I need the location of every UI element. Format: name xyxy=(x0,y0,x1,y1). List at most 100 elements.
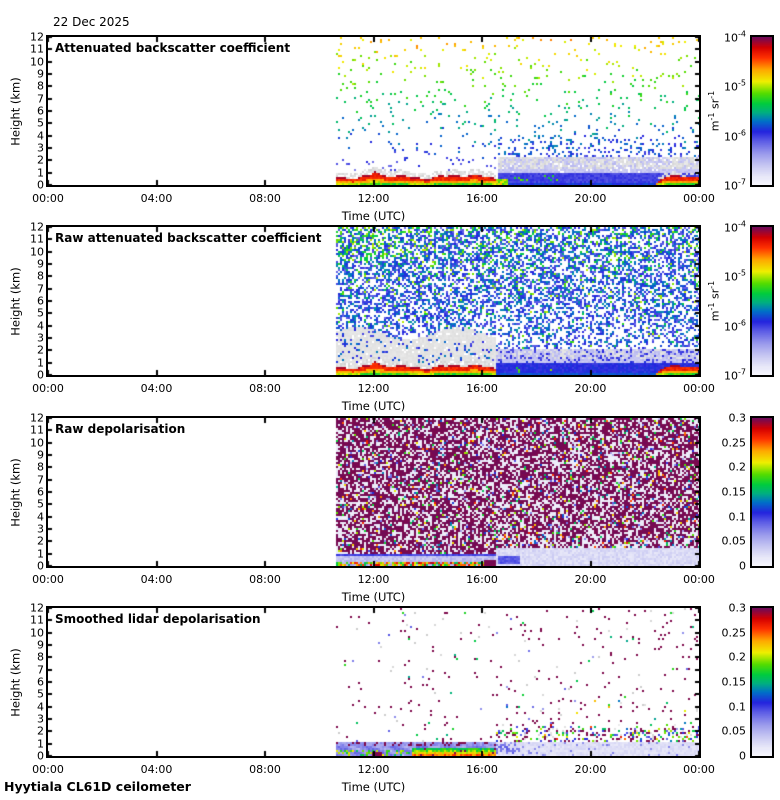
y-tick-label: 5 xyxy=(37,116,44,130)
colorbar xyxy=(750,35,774,187)
colorbar-tick-label: 0.25 xyxy=(721,436,747,450)
x-tick-label: 16:00 xyxy=(466,763,498,776)
y-tick-label: 0 xyxy=(37,368,44,382)
date-label: 22 Dec 2025 xyxy=(53,15,130,29)
y-tick-label: 3 xyxy=(37,712,44,726)
colorbar-tick-label: 10-4 xyxy=(724,29,746,45)
y-tick-label: 12 xyxy=(30,411,44,425)
y-tick-label: 3 xyxy=(37,331,44,345)
heatmap-canvas-attenuated-backscatter xyxy=(48,37,699,185)
colorbar-tick-label: 10-7 xyxy=(724,367,746,383)
y-tick-label: 1 xyxy=(37,737,44,751)
y-tick-label: 2 xyxy=(37,153,44,167)
x-tick-label: 00:00 xyxy=(683,382,715,395)
colorbar-tick-label: 10-5 xyxy=(724,269,746,284)
y-tick-label: 11 xyxy=(30,232,44,246)
x-tick-label: 00:00 xyxy=(32,763,64,776)
y-tick-label: 12 xyxy=(30,30,44,44)
y-tick-label: 1 xyxy=(37,547,44,561)
colorbar-tick-label: 0.2 xyxy=(728,460,747,474)
y-tick-label: 0 xyxy=(37,559,44,573)
y-tick-label: 4 xyxy=(37,129,44,143)
y-tick-label: 2 xyxy=(37,534,44,548)
y-tick-label: 3 xyxy=(37,141,44,155)
y-tick-label: 9 xyxy=(37,448,44,462)
colorbar xyxy=(750,606,774,758)
x-tick-label: 16:00 xyxy=(466,382,498,395)
x-tick-label: 16:00 xyxy=(466,573,498,586)
x-tick-label: 04:00 xyxy=(140,382,173,395)
x-tick-label: 00:00 xyxy=(32,192,64,205)
y-tick-label: 8 xyxy=(37,79,44,93)
y-tick-label: 6 xyxy=(37,485,44,499)
x-tick-label: 04:00 xyxy=(140,573,173,586)
colorbar-tick-label: 0.1 xyxy=(728,510,747,524)
x-axis-label: Time (UTC) xyxy=(341,780,406,794)
panel-title: Attenuated backscatter coefficient xyxy=(55,41,291,55)
y-tick-label: 11 xyxy=(30,423,44,437)
plot-area: Raw attenuated backscatter coefficient xyxy=(46,225,701,377)
y-tick-label: 6 xyxy=(37,675,44,689)
y-tick-label: 8 xyxy=(37,460,44,474)
y-tick-label: 10 xyxy=(30,55,44,69)
y-tick-label: 6 xyxy=(37,294,44,308)
colorbar-canvas xyxy=(752,37,772,185)
y-tick-label: 6 xyxy=(37,104,44,118)
y-tick-label: 2 xyxy=(37,343,44,357)
colorbar-tick-label: 0.15 xyxy=(721,675,747,689)
y-tick-label: 7 xyxy=(37,282,44,296)
y-tick-label: 12 xyxy=(30,601,44,615)
y-tick-label: 5 xyxy=(37,497,44,511)
x-tick-label: 20:00 xyxy=(574,573,607,586)
x-axis-label: Time (UTC) xyxy=(341,590,406,604)
panel-title: Raw depolarisation xyxy=(55,422,186,436)
colorbar-tick-label: 0.05 xyxy=(721,724,747,738)
y-tick-label: 0 xyxy=(37,749,44,763)
colorbar-tick-label: 0.25 xyxy=(721,626,747,640)
x-tick-label: 20:00 xyxy=(574,192,607,205)
x-tick-label: 00:00 xyxy=(32,382,64,395)
y-tick-label: 11 xyxy=(30,42,44,56)
x-tick-label: 16:00 xyxy=(466,192,498,205)
y-tick-label: 7 xyxy=(37,663,44,677)
y-tick-label: 8 xyxy=(37,650,44,664)
y-tick-label: 0 xyxy=(37,178,44,192)
y-tick-label: 12 xyxy=(30,220,44,234)
y-tick-label: 5 xyxy=(37,687,44,701)
x-tick-label: 12:00 xyxy=(357,382,390,395)
colorbar-tick-label: 0.2 xyxy=(728,650,747,664)
y-tick-label: 4 xyxy=(37,700,44,714)
plot-area: Smoothed lidar depolarisation xyxy=(46,606,701,758)
y-tick-label: 1 xyxy=(37,356,44,370)
x-tick-label: 08:00 xyxy=(249,192,281,205)
x-axis-label: Time (UTC) xyxy=(341,399,406,413)
colorbar-canvas xyxy=(752,608,772,756)
x-tick-label: 00:00 xyxy=(683,763,715,776)
colorbar-tick-label: 0.3 xyxy=(728,411,747,425)
colorbar-tick-label: 0 xyxy=(739,559,746,573)
y-tick-label: 4 xyxy=(37,319,44,333)
colorbar-tick-label: 10-4 xyxy=(724,219,746,235)
colorbar-tick-label: 10-6 xyxy=(724,318,746,333)
y-tick-label: 1 xyxy=(37,166,44,180)
y-tick-label: 9 xyxy=(37,67,44,81)
x-tick-label: 00:00 xyxy=(683,192,715,205)
colorbar-tick-label: 10-6 xyxy=(724,128,746,143)
x-tick-label: 00:00 xyxy=(32,573,64,586)
colorbar-tick-label: 0.15 xyxy=(721,485,747,499)
x-tick-label: 08:00 xyxy=(249,763,281,776)
x-tick-label: 00:00 xyxy=(683,573,715,586)
colorbar-unit-label: m-1 sr-1 xyxy=(707,280,722,322)
heatmap-canvas-raw-attenuated-backscatter xyxy=(48,227,699,375)
x-tick-label: 04:00 xyxy=(140,192,173,205)
y-tick-label: 9 xyxy=(37,638,44,652)
y-tick-label: 10 xyxy=(30,626,44,640)
colorbar-canvas xyxy=(752,227,772,375)
x-tick-label: 12:00 xyxy=(357,573,390,586)
colorbar-unit-label: m-1 sr-1 xyxy=(707,90,722,132)
plot-area: Raw depolarisation xyxy=(46,416,701,568)
colorbar-tick-label: 0.1 xyxy=(728,700,747,714)
x-tick-label: 12:00 xyxy=(357,763,390,776)
colorbar-tick-label: 10-5 xyxy=(724,79,746,94)
